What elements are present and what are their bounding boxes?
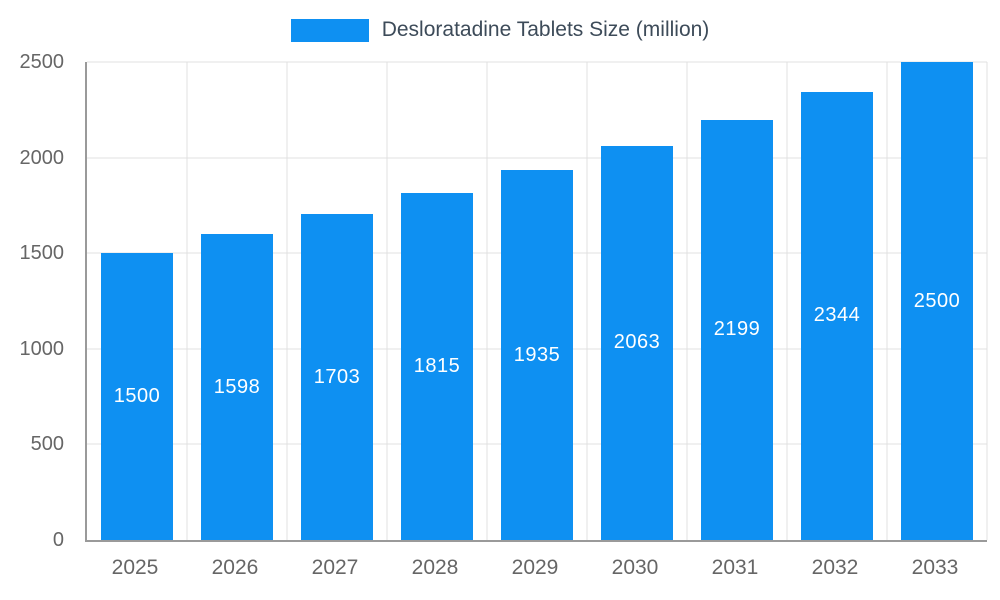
gridline-vertical <box>286 62 288 540</box>
x-tick-label: 2027 <box>311 556 359 579</box>
x-axis: 2025 2026 2027 2028 2029 2030 2031 2032 2033 <box>85 553 985 583</box>
x-tick-label: 2029 <box>511 556 559 579</box>
bar-2032: 2344 <box>801 91 873 540</box>
y-axis: 0 500 1000 1500 2000 2500 <box>0 52 74 550</box>
bar-value-label: 1935 <box>513 343 561 366</box>
bar-2031: 2199 <box>701 119 773 540</box>
bar-value-label: 2344 <box>813 304 861 327</box>
x-tick-label: 2025 <box>111 556 159 579</box>
gridline-vertical <box>386 62 388 540</box>
bar-value-label: 1500 <box>113 385 161 408</box>
chart-legend[interactable]: Desloratadine Tablets Size (million) <box>0 17 1000 43</box>
bar-value-label: 1703 <box>313 365 361 388</box>
y-tick-label: 1500 <box>19 242 65 265</box>
bar-2028: 1815 <box>401 192 473 540</box>
x-tick-label: 2032 <box>811 556 859 579</box>
gridline-vertical <box>886 62 888 540</box>
gridline-vertical <box>486 62 488 540</box>
bar-2025: 1500 <box>101 253 173 540</box>
legend-label[interactable]: Desloratadine Tablets Size (million) <box>381 18 710 41</box>
legend-swatch-icon[interactable] <box>290 18 369 42</box>
y-tick-label: 2000 <box>19 146 65 169</box>
x-tick-label: 2026 <box>211 556 259 579</box>
y-tick-label: 0 <box>52 529 64 551</box>
gridline-vertical <box>586 62 588 540</box>
y-tick-label: 500 <box>30 433 64 456</box>
gridline-vertical <box>986 62 988 540</box>
bar-2027: 1703 <box>301 214 373 540</box>
x-tick-label: 2028 <box>411 556 459 579</box>
plot-area: 1500 1598 1703 1815 1935 2063 2199 2344 2500 <box>85 61 988 542</box>
bar-value-label: 1815 <box>413 354 461 377</box>
gridline-horizontal <box>87 61 987 63</box>
y-tick-label: 2500 <box>19 51 65 73</box>
x-tick-label: 2031 <box>711 556 759 579</box>
gridline-vertical <box>786 62 788 540</box>
bar-2030: 2063 <box>601 145 673 540</box>
bar-value-label: 2500 <box>913 289 961 312</box>
bar-2033: 2500 <box>901 62 973 540</box>
x-tick-label: 2030 <box>611 556 659 579</box>
x-tick-label: 2033 <box>911 556 959 579</box>
bar-2026: 1598 <box>200 234 273 540</box>
gridline-horizontal <box>87 157 987 159</box>
bar-2029: 1935 <box>501 170 573 540</box>
y-tick-label: 1000 <box>19 337 65 360</box>
bar-value-label: 1598 <box>213 375 261 398</box>
gridline-vertical <box>186 62 188 540</box>
gridline-vertical <box>686 62 688 540</box>
bar-value-label: 2063 <box>613 331 661 354</box>
bar-value-label: 2199 <box>713 318 761 341</box>
